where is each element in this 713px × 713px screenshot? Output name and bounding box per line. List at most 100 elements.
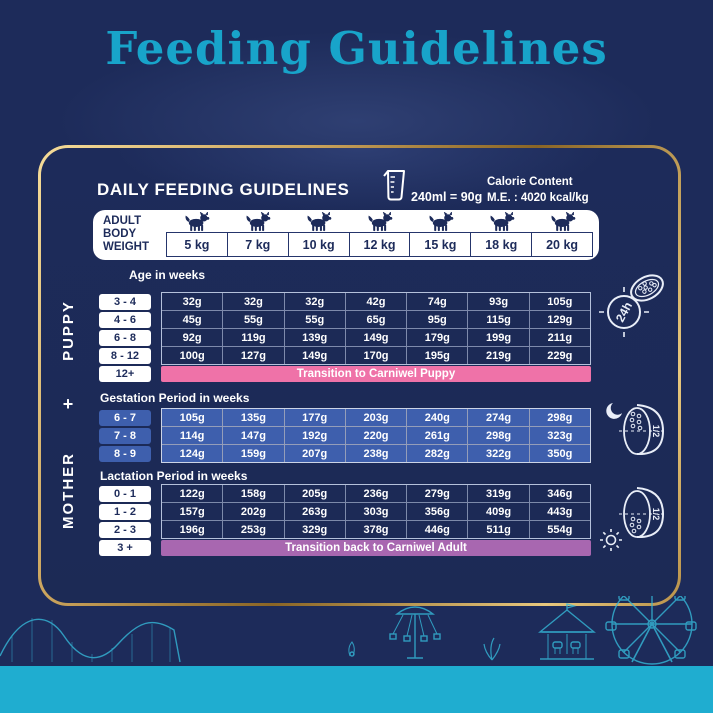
value-cell: 253g	[223, 521, 284, 538]
dog-icon	[246, 212, 271, 232]
side-label-puppy: PUPPY	[59, 300, 77, 361]
row-label: 3 +	[99, 540, 151, 556]
value-cell: 159g	[223, 445, 284, 462]
weight-value: 7 kg	[226, 232, 289, 257]
dog-icon	[551, 212, 575, 232]
value-cell: 32g	[162, 293, 223, 310]
side-label-mother: MOTHER	[59, 452, 77, 529]
value-cell: 195g	[407, 347, 468, 364]
value-cell: 554g	[529, 521, 590, 538]
value-cell: 179g	[407, 329, 468, 346]
bowl-24h-clock-icon: 24h	[599, 274, 664, 337]
lactation-table: 122g 158g 205g 236g 279g 319g 346g 157g 202g 263g…	[161, 484, 591, 539]
value-cell: 177g	[284, 409, 345, 426]
weight-value: 15 kg	[409, 232, 472, 257]
value-cell: 236g	[345, 485, 407, 502]
rollercoaster-art	[0, 618, 355, 663]
value-cell: 240g	[407, 409, 468, 426]
bowl-day-caption: 1/2	[651, 508, 661, 521]
value-cell: 105g	[529, 293, 590, 310]
value-cell: 443g	[529, 503, 590, 520]
value-cell: 219g	[468, 347, 529, 364]
value-cell: 261g	[407, 427, 468, 444]
row-label: 3 - 4	[99, 294, 151, 310]
dog-icon	[185, 212, 210, 232]
lactation-row-labels: 0 - 1 1 - 2 2 - 3 3 +	[99, 486, 151, 558]
bowl-half-day-icon: 1/2	[600, 487, 667, 551]
measuring-cup-icon	[383, 170, 405, 201]
weight-column: 15 kg	[409, 212, 472, 257]
value-cell: 207g	[284, 445, 345, 462]
value-cell: 122g	[162, 485, 223, 502]
value-cell: 149g	[284, 347, 345, 364]
gestation-axis-label: Gestation Period in weeks	[100, 391, 250, 405]
weight-column: 5 kg	[166, 212, 228, 257]
feeding-guidelines-panel: DAILY FEEDING GUIDELINES 240ml = 90g Cal…	[38, 145, 681, 606]
value-cell: 298g	[468, 427, 529, 444]
weight-header-bar: ADULT BODY WEIGHT 5 kg 7 kg	[93, 210, 599, 260]
dog-icon	[307, 212, 332, 232]
value-cell: 203g	[345, 409, 407, 426]
value-cell: 263g	[284, 503, 345, 520]
value-cell: 92g	[162, 329, 223, 346]
weight-value: 10 kg	[287, 232, 350, 257]
value-cell: 446g	[407, 521, 468, 538]
value-cell: 139g	[284, 329, 345, 346]
value-cell: 158g	[223, 485, 284, 502]
lactation-axis-label: Lactation Period in weeks	[100, 469, 248, 483]
puppy-row-labels: 3 - 4 4 - 6 6 - 8 8 - 12 12+	[99, 294, 151, 384]
weight-value: 18 kg	[470, 232, 533, 257]
value-cell: 319g	[468, 485, 529, 502]
value-cell: 149g	[345, 329, 407, 346]
panel-heading: DAILY FEEDING GUIDELINES	[97, 180, 350, 199]
value-cell: 196g	[162, 521, 223, 538]
value-cell: 199g	[468, 329, 529, 346]
puppy-transition-banner: Transition to Carniwel Puppy	[161, 366, 591, 382]
row-label: 6 - 8	[99, 330, 151, 346]
value-cell: 105g	[162, 409, 223, 426]
value-cell: 119g	[223, 329, 284, 346]
value-cell: 356g	[407, 503, 468, 520]
puppy-axis-label: Age in weeks	[129, 268, 206, 282]
amusement-park-art	[0, 596, 697, 665]
value-cell: 303g	[345, 503, 407, 520]
weight-header-label: ADULT BODY WEIGHT	[103, 214, 149, 254]
weight-column: 10 kg	[287, 212, 350, 257]
value-cell: 350g	[529, 445, 590, 462]
value-cell: 279g	[407, 485, 468, 502]
weight-column: 18 kg	[470, 212, 533, 257]
value-cell: 346g	[529, 485, 590, 502]
bottom-teal-band	[0, 666, 713, 713]
value-cell: 55g	[223, 311, 284, 328]
value-cell: 211g	[529, 329, 590, 346]
weight-column: 20 kg	[531, 212, 594, 257]
dog-icon	[368, 212, 393, 232]
value-cell: 298g	[529, 409, 590, 426]
gestation-table: 105g 135g 177g 203g 240g 274g 298g 114g 147g 192g…	[161, 408, 591, 463]
value-cell: 322g	[468, 445, 529, 462]
dog-icon	[429, 212, 454, 232]
row-label: 2 - 3	[99, 522, 151, 538]
value-cell: 114g	[162, 427, 223, 444]
bowl-night-caption: 1/2	[651, 425, 661, 438]
value-cell: 55g	[284, 311, 345, 328]
value-cell: 511g	[468, 521, 529, 538]
value-cell: 409g	[468, 503, 529, 520]
value-cell: 135g	[223, 409, 284, 426]
value-cell: 129g	[529, 311, 590, 328]
value-cell: 205g	[284, 485, 345, 502]
swing-ride-art	[389, 606, 441, 659]
value-cell: 378g	[345, 521, 407, 538]
value-cell: 127g	[223, 347, 284, 364]
value-cell: 220g	[345, 427, 407, 444]
value-cell: 192g	[284, 427, 345, 444]
weight-columns: 5 kg 7 kg 10 kg	[166, 212, 594, 257]
weight-column: 12 kg	[348, 212, 411, 257]
weight-value: 20 kg	[531, 232, 594, 257]
row-label: 6 - 7	[99, 410, 151, 426]
row-label: 4 - 6	[99, 312, 151, 328]
plant-art	[483, 637, 501, 661]
value-cell: 32g	[284, 293, 345, 310]
value-cell: 65g	[345, 311, 407, 328]
